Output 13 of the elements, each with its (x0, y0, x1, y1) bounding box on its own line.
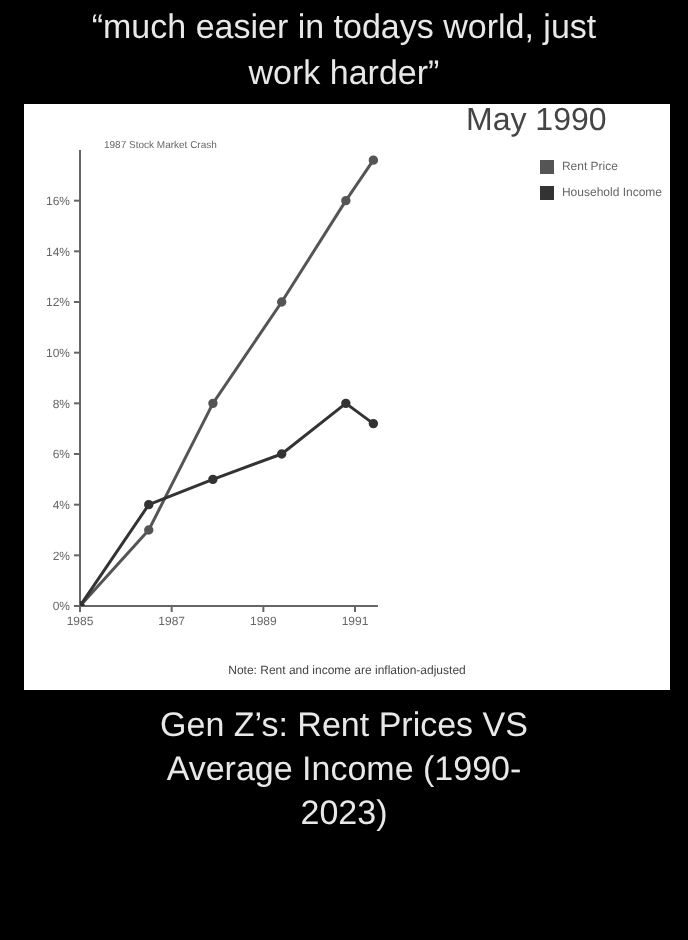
point (341, 195, 351, 206)
point (368, 418, 378, 429)
text: Gen Z’s: Rent Prices VS Average Income (1990-2023) (158, 704, 530, 836)
point (208, 474, 218, 485)
text: “much easier in todays world, just work harder” (89, 6, 599, 96)
point (208, 398, 218, 409)
point (276, 449, 287, 459)
point (144, 499, 154, 510)
point (144, 525, 154, 535)
text: May 1990 (466, 104, 607, 140)
point (341, 398, 351, 409)
point (368, 155, 378, 165)
point (276, 297, 287, 307)
